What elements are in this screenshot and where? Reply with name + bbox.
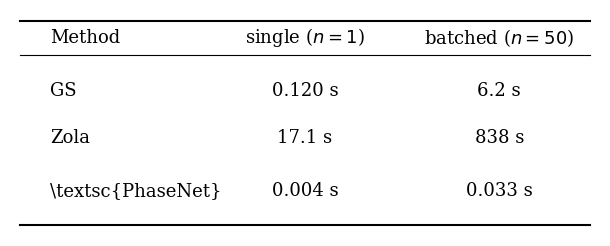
Text: batched ($n = 50$): batched ($n = 50$) <box>424 27 575 49</box>
Text: 0.120 s: 0.120 s <box>271 82 339 100</box>
Text: 838 s: 838 s <box>475 129 524 147</box>
Text: Method: Method <box>50 29 120 47</box>
Text: 0.033 s: 0.033 s <box>466 182 533 200</box>
Text: Zola: Zola <box>50 129 90 147</box>
Text: 6.2 s: 6.2 s <box>478 82 521 100</box>
Text: GS: GS <box>50 82 77 100</box>
Text: \textsc{PhaseNet}: \textsc{PhaseNet} <box>50 182 221 200</box>
Text: 17.1 s: 17.1 s <box>278 129 332 147</box>
Text: single ($n = 1$): single ($n = 1$) <box>245 26 365 49</box>
Text: 0.004 s: 0.004 s <box>271 182 339 200</box>
